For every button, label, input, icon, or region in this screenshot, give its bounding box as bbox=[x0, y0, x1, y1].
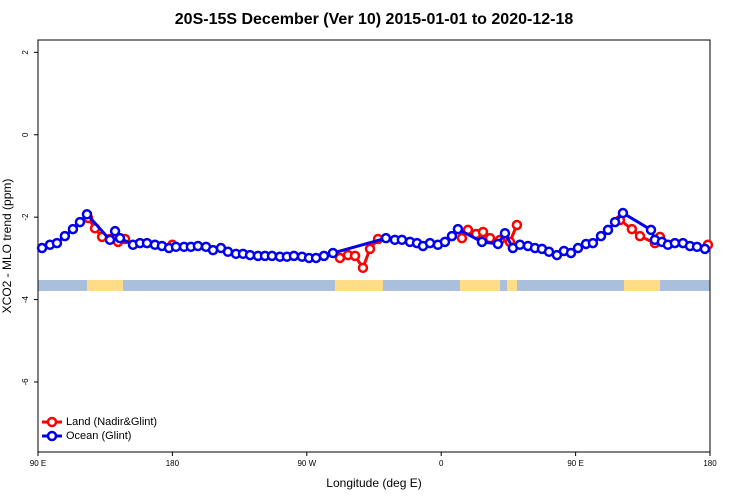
point bbox=[514, 239, 526, 251]
point bbox=[327, 247, 339, 259]
point bbox=[74, 216, 86, 228]
y-tick-label: 0 bbox=[21, 132, 30, 137]
x-axis-label: Longitude (deg E) bbox=[326, 476, 421, 490]
point bbox=[446, 230, 458, 242]
point bbox=[477, 226, 489, 238]
point bbox=[364, 243, 376, 255]
point bbox=[222, 246, 234, 258]
point bbox=[51, 237, 63, 249]
land-band bbox=[87, 280, 123, 291]
point bbox=[626, 223, 638, 235]
legend-marker bbox=[46, 416, 58, 428]
point bbox=[609, 216, 621, 228]
point bbox=[634, 230, 646, 242]
x-tick-label: 90 E bbox=[567, 459, 583, 468]
legend-label: Land (Nadir&Glint) bbox=[66, 416, 157, 428]
point bbox=[617, 207, 629, 219]
point bbox=[104, 234, 116, 246]
point bbox=[602, 224, 614, 236]
point bbox=[645, 224, 657, 236]
point bbox=[81, 209, 93, 220]
point bbox=[669, 237, 681, 249]
point bbox=[349, 250, 361, 262]
point bbox=[572, 242, 584, 254]
point bbox=[114, 232, 126, 244]
land-band bbox=[624, 280, 660, 291]
x-tick-label: 180 bbox=[703, 459, 717, 468]
point bbox=[357, 262, 369, 274]
point bbox=[59, 230, 71, 242]
y-tick-label: 2 bbox=[21, 50, 30, 55]
point bbox=[456, 232, 468, 244]
x-tick-label: 90 E bbox=[30, 459, 46, 468]
land-band bbox=[335, 280, 383, 291]
point bbox=[492, 238, 504, 250]
point bbox=[67, 223, 79, 235]
y-tick-label: -2 bbox=[21, 213, 30, 221]
x-tick-label: 0 bbox=[439, 459, 444, 468]
point bbox=[396, 234, 408, 246]
point bbox=[109, 225, 121, 237]
point bbox=[587, 237, 599, 249]
legend-label: Ocean (Glint) bbox=[66, 430, 131, 442]
legend-marker bbox=[46, 430, 58, 442]
point bbox=[699, 243, 711, 255]
point bbox=[380, 232, 392, 244]
point bbox=[192, 240, 204, 252]
y-tick-label: -6 bbox=[21, 378, 30, 386]
land-band bbox=[507, 280, 517, 291]
land-band bbox=[460, 280, 500, 291]
y-tick-label: -4 bbox=[21, 295, 30, 303]
x-tick-label: 90 W bbox=[297, 459, 316, 468]
chart-title: 20S-15S December (Ver 10) 2015-01-01 to … bbox=[175, 11, 574, 28]
point bbox=[499, 227, 511, 239]
point bbox=[565, 247, 577, 259]
y-axis-label: XCO2 - MLO trend (ppm) bbox=[0, 179, 14, 314]
point bbox=[439, 236, 451, 248]
point bbox=[288, 250, 300, 262]
point bbox=[170, 241, 182, 253]
point bbox=[484, 232, 496, 244]
surface-band bbox=[38, 280, 710, 291]
point bbox=[476, 236, 488, 248]
point bbox=[511, 219, 523, 231]
x-tick-label: 180 bbox=[166, 459, 180, 468]
point bbox=[595, 230, 607, 242]
point bbox=[452, 223, 464, 235]
point bbox=[318, 250, 330, 262]
